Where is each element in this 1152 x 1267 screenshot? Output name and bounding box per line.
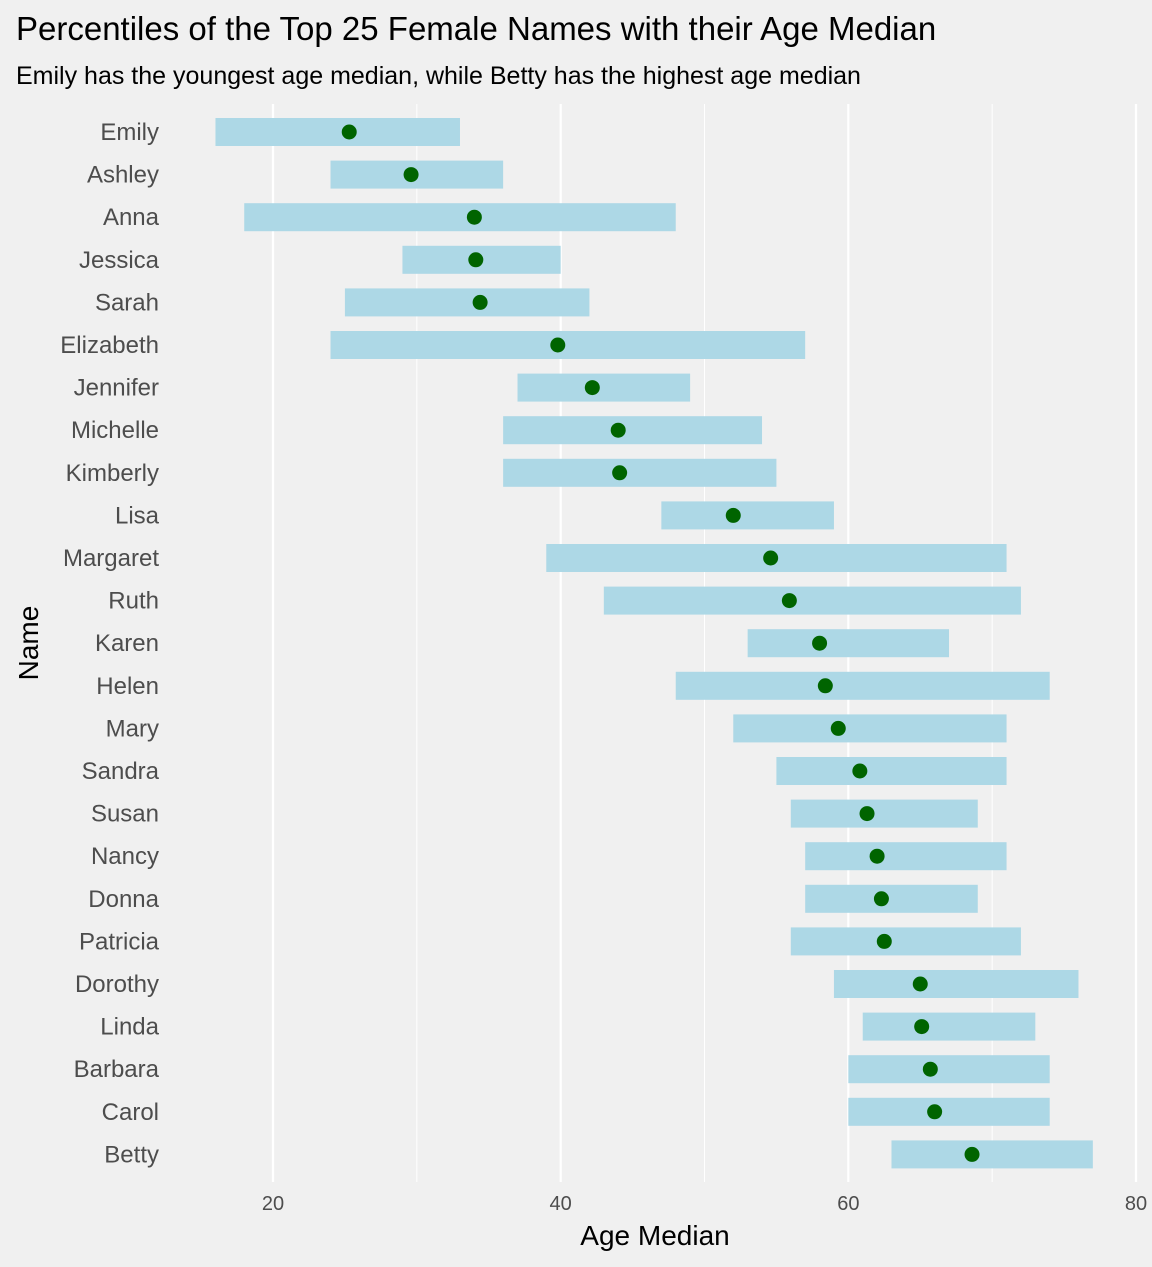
median-point [927, 1104, 943, 1120]
range-bar [244, 203, 676, 232]
y-tick-label: Michelle [71, 417, 159, 444]
range-bar [733, 714, 1007, 743]
median-point [403, 167, 419, 183]
range-bar [891, 1140, 1093, 1169]
range-bar [747, 629, 950, 658]
x-tick-label: 60 [837, 1193, 859, 1215]
chart-title: Percentiles of the Top 25 Female Names w… [16, 10, 936, 47]
y-tick-label: Anna [103, 204, 160, 231]
median-point [466, 209, 482, 225]
y-tick-label: Donna [88, 886, 159, 913]
range-bar [805, 884, 978, 913]
range-bar [848, 1055, 1050, 1084]
y-tick-label: Linda [100, 1014, 159, 1041]
range-bar [805, 842, 1007, 871]
y-tick-label: Nancy [91, 843, 159, 870]
range-bar [675, 671, 1050, 700]
median-point [341, 124, 357, 140]
median-point [472, 294, 488, 310]
y-tick-label: Lisa [115, 502, 160, 529]
x-tick-label: 40 [550, 1193, 572, 1215]
y-tick-label: Sarah [95, 289, 159, 316]
y-tick-label: Jennifer [74, 375, 159, 402]
plot-panel [172, 104, 1150, 1182]
y-axis-title: Name [13, 606, 44, 681]
median-point [912, 976, 928, 992]
median-point [922, 1061, 938, 1077]
range-bars [215, 118, 1093, 1169]
median-point [550, 337, 566, 353]
y-tick-label: Ashley [87, 162, 159, 189]
median-point [830, 720, 846, 736]
y-tick-label: Sandra [82, 758, 160, 785]
y-tick-label: Betty [104, 1141, 159, 1168]
median-point [869, 848, 885, 864]
range-bar [833, 970, 1079, 998]
median-point [610, 422, 626, 438]
median-point [612, 465, 628, 481]
y-tick-label: Carol [102, 1099, 159, 1126]
range-bar [517, 373, 691, 402]
chart-subtitle: Emily has the youngest age median, while… [16, 62, 861, 90]
y-tick-label: Mary [106, 715, 159, 742]
range-bar [603, 586, 1021, 615]
range-bar [503, 416, 763, 445]
x-tick-label: 20 [262, 1193, 284, 1215]
median-point [914, 1019, 930, 1035]
median-point [763, 550, 779, 566]
y-axis-tick-labels: Emily Ashley Anna Jessica Sarah Elizabeth Jenn… [60, 119, 159, 1168]
median-point [817, 678, 833, 694]
range-bar [776, 757, 1007, 785]
range-bar [503, 458, 777, 487]
y-tick-label: Barbara [74, 1056, 160, 1083]
range-bar [344, 288, 590, 317]
y-tick-label: Dorothy [75, 971, 159, 998]
median-point [964, 1146, 980, 1162]
range-bar [790, 927, 1021, 956]
median-points [341, 124, 980, 1162]
range-bar [848, 1097, 1050, 1126]
median-point [812, 635, 828, 651]
range-bar [661, 501, 834, 530]
median-point [852, 763, 868, 779]
x-axis-tick-labels: 20 40 60 80 [262, 1193, 1147, 1215]
median-point [859, 806, 875, 822]
median-point [584, 380, 600, 396]
y-tick-label: Patricia [79, 928, 160, 955]
y-tick-label: Jessica [79, 247, 160, 274]
y-tick-label: Susan [91, 801, 159, 828]
y-tick-label: Emily [100, 119, 159, 146]
y-tick-label: Margaret [63, 545, 159, 572]
y-tick-label: Kimberly [66, 460, 159, 487]
median-point [873, 891, 889, 907]
x-tick-label: 80 [1125, 1193, 1147, 1215]
median-point [468, 252, 484, 268]
median-point [781, 593, 797, 609]
range-bar [862, 1012, 1036, 1041]
y-tick-label: Karen [95, 630, 159, 657]
x-axis-title: Age Median [580, 1220, 729, 1251]
range-bar [790, 799, 978, 828]
y-tick-label: Elizabeth [60, 332, 159, 359]
median-point [725, 507, 741, 523]
y-tick-label: Ruth [108, 588, 159, 615]
median-point [876, 933, 892, 949]
y-tick-label: Helen [96, 673, 159, 700]
range-bar [330, 331, 806, 359]
range-bar [215, 118, 460, 146]
